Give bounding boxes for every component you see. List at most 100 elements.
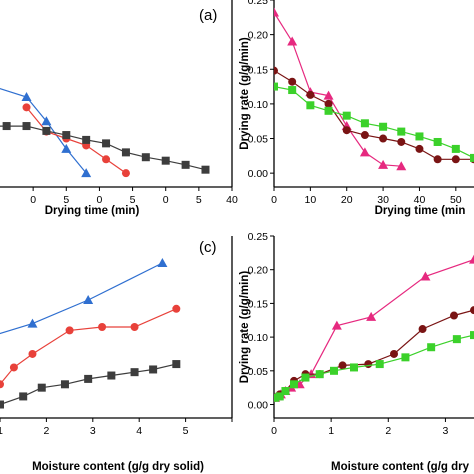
x-tick-label: 1 xyxy=(0,425,3,437)
data-point-triangle xyxy=(331,320,342,330)
x-tick-label: 3 xyxy=(443,425,449,437)
data-point-square xyxy=(19,392,28,401)
data-point-square xyxy=(330,366,338,375)
x-tick-label: 5 xyxy=(183,425,189,437)
y-tick-label: 0.00 xyxy=(248,400,269,412)
series-line-square xyxy=(274,334,474,399)
y-tick-label: 0.05 xyxy=(248,134,269,146)
panel-moisture-left: 1 2 3 4 5 Moisture content (g/g dry solid) xyxy=(0,236,233,473)
series-line-triangle xyxy=(274,12,402,167)
data-point-square xyxy=(451,144,460,153)
y-axis-title: Drying rate (g/g/min) xyxy=(239,271,251,384)
data-point-square xyxy=(290,380,298,389)
y-axis-title: Drying rate (g/g/min) xyxy=(239,37,251,150)
data-point-square xyxy=(342,111,351,120)
data-point-square xyxy=(306,101,315,110)
data-point-circle xyxy=(360,131,369,140)
data-point-circle xyxy=(342,126,351,135)
series-line-square xyxy=(274,86,474,159)
data-point-square xyxy=(42,126,51,135)
y-tick-label: 0.20 xyxy=(248,265,269,277)
series-line-circle xyxy=(274,70,474,160)
x-tick-label: 5 xyxy=(63,194,69,206)
x-tick-label: 3 xyxy=(90,425,96,437)
data-point-triangle xyxy=(469,254,474,264)
data-point-square xyxy=(62,131,71,140)
data-point-circle xyxy=(450,311,458,320)
data-point-square xyxy=(288,86,297,95)
data-point-circle xyxy=(28,349,37,358)
y-tick-label: 0.25 xyxy=(248,231,269,243)
data-point-square xyxy=(470,153,474,162)
data-point-triangle xyxy=(27,318,38,328)
y-tick-label: 0.10 xyxy=(248,332,269,344)
data-point-circle xyxy=(390,349,398,358)
data-point-square xyxy=(84,374,93,383)
data-point-square xyxy=(149,365,158,374)
data-point-triangle xyxy=(157,257,168,267)
data-point-circle xyxy=(98,323,107,331)
series-line-triangle xyxy=(0,262,163,335)
data-point-circle xyxy=(397,137,406,146)
data-point-circle xyxy=(0,380,4,389)
x-tick-label: 40 xyxy=(226,194,238,206)
data-point-square xyxy=(60,380,69,389)
series-line-circle xyxy=(274,309,474,399)
data-point-triangle xyxy=(83,295,94,305)
data-point-square xyxy=(0,400,4,409)
x-tick-label: 0 xyxy=(271,194,277,206)
x-tick-label: 2 xyxy=(43,425,49,437)
data-point-square xyxy=(274,82,278,91)
series-line-square xyxy=(0,363,177,406)
data-point-circle xyxy=(415,144,424,153)
x-tick-label: 0 xyxy=(271,425,277,437)
data-point-circle xyxy=(274,66,278,75)
data-point-circle xyxy=(102,155,111,164)
data-point-square xyxy=(324,106,333,115)
data-point-square xyxy=(102,139,111,148)
y-tick-label: 0.25 xyxy=(248,0,269,7)
y-tick-label: 0.15 xyxy=(248,64,269,76)
data-point-square xyxy=(401,353,410,362)
x-tick-label: 30 xyxy=(377,194,389,206)
data-point-square xyxy=(141,153,150,162)
data-point-triangle xyxy=(359,147,370,157)
x-tick-label: 5 xyxy=(196,194,202,206)
data-point-square xyxy=(201,165,210,174)
data-point-circle xyxy=(451,155,460,164)
x-axis-title: Moisture content (g/g dry solid) xyxy=(32,461,204,473)
data-point-square xyxy=(427,343,436,352)
panel-moisture-right: 0 1 2 3 0.00 0.05 0.10 0.15 0.20 0.25 Moisture con… xyxy=(239,231,474,473)
data-point-square xyxy=(350,363,358,372)
data-point-square xyxy=(107,371,116,380)
data-point-square xyxy=(37,383,46,392)
data-point-square xyxy=(121,148,130,157)
x-tick-label: 4 xyxy=(136,425,142,437)
data-point-square xyxy=(275,392,284,401)
x-tick-label: 0 xyxy=(163,194,169,206)
data-point-square xyxy=(433,137,442,146)
data-point-square xyxy=(379,122,388,131)
data-point-square xyxy=(82,135,91,144)
series-line-circle xyxy=(26,107,127,174)
data-point-triangle xyxy=(81,168,92,178)
y-tick-label: 0.10 xyxy=(248,99,269,111)
data-point-triangle xyxy=(21,91,32,101)
x-axis-title: Moisture content (g/g dry xyxy=(331,461,470,473)
data-point-square xyxy=(397,127,406,136)
panel-label-c: (c) xyxy=(199,239,217,256)
data-point-triangle xyxy=(366,311,377,321)
data-point-circle xyxy=(288,77,297,86)
x-tick-label: 10 xyxy=(305,194,317,206)
data-point-circle xyxy=(364,360,373,369)
x-axis-title: Drying time (min) xyxy=(45,205,140,217)
series-line-circle xyxy=(0,308,177,386)
x-tick-label: 0 xyxy=(30,194,36,206)
x-tick-label: 2 xyxy=(385,425,391,437)
data-point-circle xyxy=(22,103,31,112)
x-tick-label: 5 xyxy=(130,194,136,206)
data-point-triangle xyxy=(41,116,52,126)
x-tick-label: 0 xyxy=(97,194,103,206)
data-point-circle xyxy=(172,304,181,313)
data-point-square xyxy=(172,360,181,369)
